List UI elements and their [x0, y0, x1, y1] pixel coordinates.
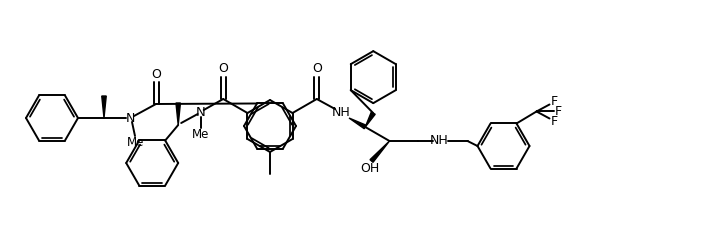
- Polygon shape: [176, 103, 180, 125]
- Polygon shape: [365, 112, 375, 127]
- Text: NH: NH: [430, 134, 449, 148]
- Text: N: N: [196, 105, 206, 119]
- Text: OH: OH: [360, 162, 379, 176]
- Text: F: F: [551, 115, 558, 128]
- Polygon shape: [102, 96, 106, 118]
- Text: O: O: [151, 67, 161, 81]
- Text: Me: Me: [128, 136, 145, 150]
- Text: F: F: [551, 95, 558, 108]
- Text: N: N: [125, 112, 135, 124]
- Text: Me: Me: [192, 128, 209, 142]
- Text: O: O: [312, 62, 321, 75]
- Text: NH: NH: [331, 106, 350, 120]
- Text: F: F: [555, 105, 562, 118]
- Polygon shape: [349, 118, 366, 129]
- Text: O: O: [219, 62, 228, 75]
- Polygon shape: [370, 141, 389, 162]
